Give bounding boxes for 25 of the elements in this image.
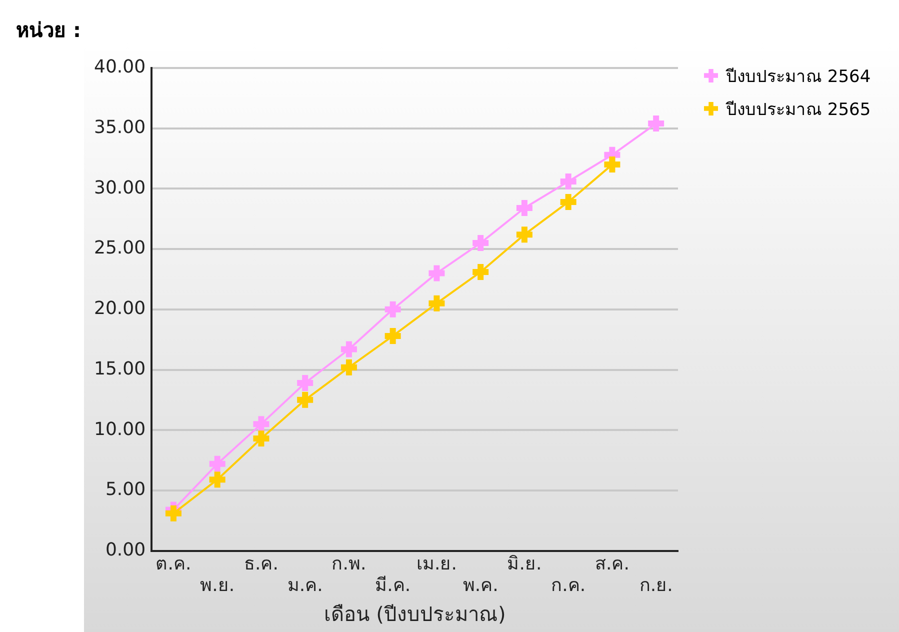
x-tick-label: ส.ค. <box>594 553 630 574</box>
y-tick-label: 10.00 <box>94 418 146 440</box>
y-tick-label: 25.00 <box>94 238 146 259</box>
y-tick-label: 40.00 <box>94 56 146 78</box>
x-tick-label: ก.พ. <box>332 553 366 574</box>
legend-label: ปีงบประมาณ 2564 <box>726 66 871 89</box>
x-tick-label: ก.ค. <box>551 574 586 596</box>
y-tick-label: 15.00 <box>94 358 146 380</box>
y-tick-label: 30.00 <box>94 177 146 198</box>
x-axis-title: เดือน (ปีงบประมาณ) <box>324 602 506 626</box>
legend-label: ปีงบประมาณ 2565 <box>726 99 871 122</box>
x-tick-label: มิ.ย. <box>507 553 542 574</box>
y-tick-label: 20.00 <box>94 298 146 320</box>
y-tick-label: 5.00 <box>105 479 146 500</box>
y-tick-label: 35.00 <box>94 117 146 138</box>
x-tick-label: เม.ย. <box>416 553 457 574</box>
x-tick-label: มี.ค. <box>375 574 411 596</box>
x-tick-label: ธ.ค. <box>244 553 278 574</box>
y-tick-label: 0.00 <box>105 539 146 560</box>
y-axis-title: หน่วย : <box>16 17 81 44</box>
x-tick-label: พ.ย. <box>200 574 235 596</box>
x-tick-label: พ.ค. <box>462 574 498 596</box>
x-tick-label: ก.ย. <box>639 574 673 596</box>
x-tick-label: ต.ค. <box>156 553 192 574</box>
x-tick-label: ม.ค. <box>287 574 323 596</box>
